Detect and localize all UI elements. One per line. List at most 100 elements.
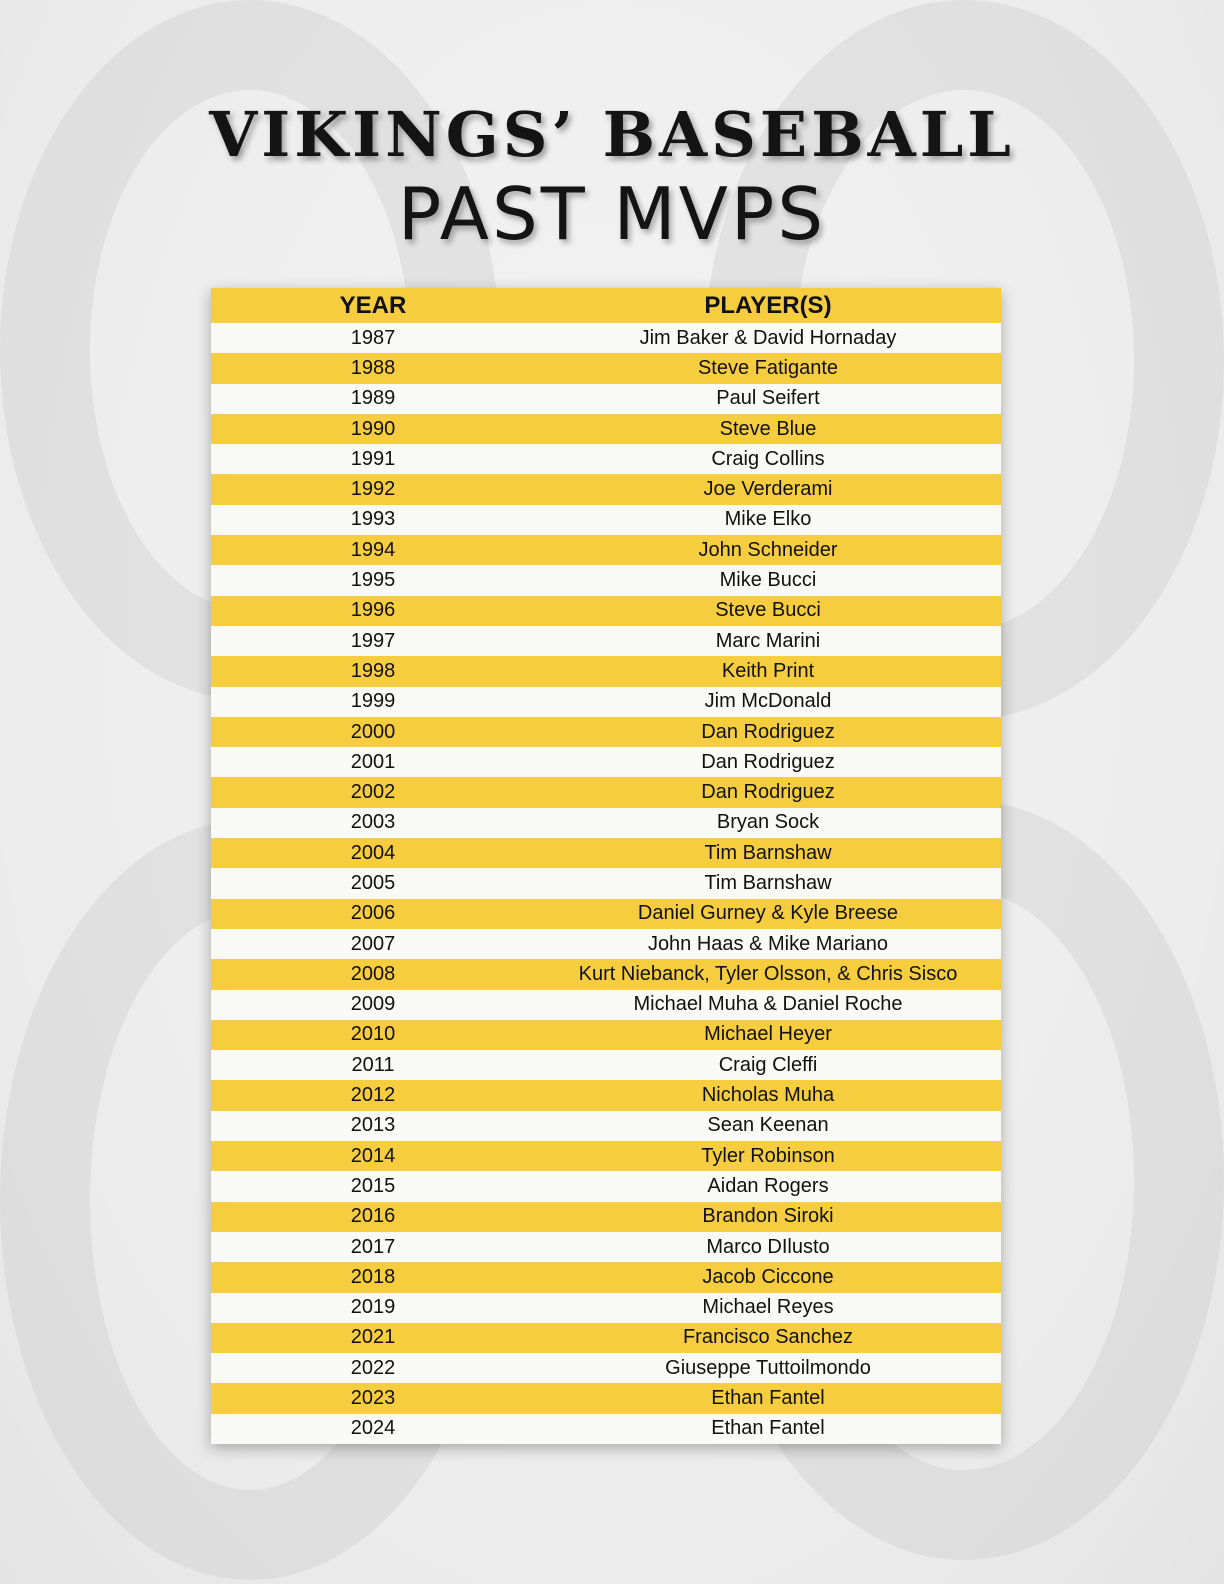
table-row: 2024 Ethan Fantel <box>211 1413 1001 1444</box>
year-cell: 1994 <box>350 538 396 561</box>
table-row: 2018 Jacob Ciccone <box>211 1262 1001 1293</box>
table-row: 1989 Paul Seifert <box>211 383 1001 414</box>
table-row: 1995 Mike Bucci <box>211 565 1001 596</box>
year-cell: 2016 <box>350 1205 396 1228</box>
table-row: 1997 Marc Marini <box>211 625 1001 657</box>
player-cell: Brandon Siroki <box>702 1205 834 1228</box>
table-row: 2011 Craig Cleffi <box>211 1050 1001 1081</box>
table-row: 1993 Mike Elko <box>211 504 1001 536</box>
player-cell: John Haas & Mike Mariano <box>647 932 889 955</box>
table-row: 2000 Dan Rodriguez <box>211 716 1001 748</box>
player-cell: Craig Collins <box>711 447 825 470</box>
title-line-1: VIKINGS’ BASEBALL <box>209 98 1015 171</box>
table-row: 2015 Aidan Rogers <box>211 1171 1001 1202</box>
table-row: 2021 Francisco Sanchez <box>211 1322 1001 1354</box>
player-cell: Steve Blue <box>719 417 817 440</box>
table-header: YEAR PLAYER(S) <box>211 288 1001 323</box>
year-cell: 2013 <box>350 1114 396 1137</box>
year-cell: 2003 <box>350 811 396 834</box>
player-cell: Marc Marini <box>715 629 821 652</box>
table-row: 2012 Nicholas Muha <box>211 1080 1001 1111</box>
table-row: 1998 Keith Print <box>211 656 1001 687</box>
player-cell: Keith Print <box>721 659 815 682</box>
player-cell: Ethan Fantel <box>711 1387 825 1410</box>
player-cell: Francisco Sanchez <box>682 1326 854 1349</box>
year-cell: 2014 <box>350 1144 396 1167</box>
year-cell: 2021 <box>350 1326 396 1349</box>
year-cell: 2002 <box>350 781 396 804</box>
player-cell: Michael Muha & Daniel Roche <box>633 993 903 1016</box>
table-row: 1996 Steve Bucci <box>211 595 1001 626</box>
year-cell: 1992 <box>350 478 396 501</box>
mvp-table: YEAR PLAYER(S) 1987 Jim Baker & David Hor… <box>211 288 1001 1444</box>
player-cell: Dan Rodriguez <box>701 781 835 804</box>
year-cell: 1990 <box>350 417 396 440</box>
player-cell: Giuseppe Tuttoilmondo <box>665 1356 871 1379</box>
player-cell: Tyler Robinson <box>701 1144 835 1167</box>
header-year: YEAR <box>339 291 407 319</box>
table-row: 1992 Joe Verderami <box>211 474 1001 505</box>
player-cell: Steve Fatigante <box>697 356 839 379</box>
year-cell: 2011 <box>351 1053 395 1076</box>
year-cell: 2004 <box>350 841 396 864</box>
year-cell: 2018 <box>350 1265 396 1288</box>
player-cell: Mike Elko <box>724 508 812 531</box>
year-cell: 1996 <box>350 599 396 622</box>
player-cell: Daniel Gurney & Kyle Breese <box>637 902 899 925</box>
year-cell: 2015 <box>350 1174 396 1197</box>
player-cell: Craig Cleffi <box>718 1053 818 1076</box>
player-cell: Dan Rodriguez <box>701 750 835 773</box>
year-cell: 1997 <box>350 629 396 652</box>
player-cell: Nicholas Muha <box>701 1084 835 1107</box>
table-row: 2002 Dan Rodriguez <box>211 777 1001 808</box>
table-row: 2009 Michael Muha & Daniel Roche <box>211 989 1001 1020</box>
player-cell: Ethan Fantel <box>711 1417 825 1440</box>
player-cell: Joe Verderami <box>703 478 833 501</box>
player-cell: Aidan Rogers <box>707 1174 829 1197</box>
player-cell: John Schneider <box>698 538 838 561</box>
year-cell: 1989 <box>350 387 396 410</box>
year-cell: 2019 <box>350 1296 396 1319</box>
year-cell: 2017 <box>350 1235 396 1258</box>
year-cell: 2000 <box>350 720 396 743</box>
year-cell: 2005 <box>350 871 396 894</box>
table-row: 2005 Tim Barnshaw <box>211 868 1001 899</box>
player-cell: Steve Bucci <box>715 599 821 622</box>
player-cell: Jim McDonald <box>704 690 832 713</box>
player-cell: Jim Baker & David Hornaday <box>639 326 897 349</box>
table-row: 2023 Ethan Fantel <box>211 1383 1001 1414</box>
year-cell: 1998 <box>350 659 396 682</box>
year-cell: 2024 <box>350 1417 396 1440</box>
year-cell: 2001 <box>350 750 396 773</box>
player-cell: Sean Keenan <box>707 1114 829 1137</box>
table-row: 1990 Steve Blue <box>211 413 1001 445</box>
title-line-2: PAST MVPS <box>397 172 827 256</box>
table-row: 2006 Daniel Gurney & Kyle Breese <box>211 898 1001 929</box>
table-row: 2014 Tyler Robinson <box>211 1141 1001 1172</box>
player-cell: Michael Heyer <box>704 1023 832 1046</box>
year-cell: 1988 <box>350 356 396 379</box>
table-row: 2017 Marco DIlusto <box>211 1231 1001 1263</box>
year-cell: 2012 <box>350 1084 396 1107</box>
table-body: 1987 Jim Baker & David Hornaday 1988 Steve … <box>211 323 1001 1444</box>
player-cell: Mike Bucci <box>719 569 817 592</box>
player-cell: Tim Barnshaw <box>704 841 832 864</box>
player-cell: Michael Reyes <box>702 1296 834 1319</box>
table-row: 2013 Sean Keenan <box>211 1110 1001 1142</box>
table-row: 2001 Dan Rodriguez <box>211 747 1001 778</box>
table-row: 2016 Brandon Siroki <box>211 1201 1001 1232</box>
year-cell: 2009 <box>350 993 396 1016</box>
year-cell: 2022 <box>350 1356 396 1379</box>
player-cell: Tim Barnshaw <box>704 871 832 894</box>
table-row: 2007 John Haas & Mike Mariano <box>211 928 1001 960</box>
player-cell: Marco DIlusto <box>706 1235 830 1258</box>
table-row: 2019 Michael Reyes <box>211 1292 1001 1323</box>
table-row: 1994 John Schneider <box>211 535 1001 566</box>
table-row: 2008 Kurt Niebanck, Tyler Olsson, & Chris… <box>211 959 1001 990</box>
player-cell: Paul Seifert <box>716 387 820 410</box>
year-cell: 2023 <box>350 1387 396 1410</box>
table-row: 2004 Tim Barnshaw <box>211 838 1001 869</box>
table-row: 2003 Bryan Sock <box>211 807 1001 839</box>
table-row: 1991 Craig Collins <box>211 444 1001 475</box>
year-cell: 1993 <box>350 508 396 531</box>
